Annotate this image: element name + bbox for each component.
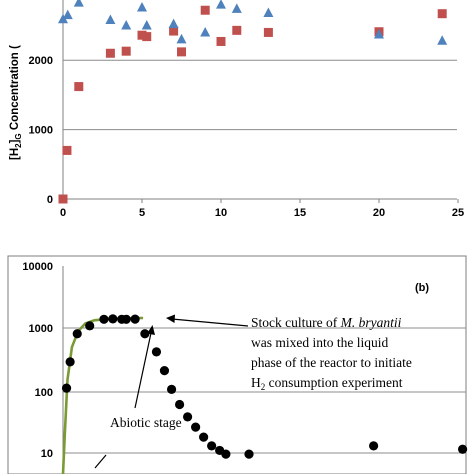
panel-b-circle-point [121,314,131,324]
panel-a-square-point [232,25,242,35]
panel-a-x-tick-label: 20 [373,207,385,219]
panel-a-triangle-point [200,26,211,37]
panel-a-y-axis-label: [H2]G Concentration ( [9,45,23,160]
panel-b-y-tick-label: 10 [41,448,53,460]
panel-a-square-point [142,32,152,42]
annotation-stock-culture-line-2: was mixed into the liquid [251,335,388,350]
panel-b-data-points [61,314,468,459]
panel-a-y-tick-label: 2000 [29,55,53,67]
panel-a-square-point [169,26,179,36]
panel-a-square-point [58,194,68,204]
panel-b-plot-border [7,255,467,474]
panel-b-circle-point [191,422,201,432]
annotation-abiotic-stage: Abiotic stage [110,415,182,430]
panel-b-circle-point [108,314,118,324]
panel-b-circle-point [85,321,95,331]
panel-a-triangle-point [216,0,226,9]
panel-b-circle-point [151,347,162,357]
panel-b-circle-point [183,412,193,422]
panel-b-circle-point [72,329,82,339]
panel-a-x-tick-label: 0 [60,207,66,219]
panel-b-model-curve [61,316,144,474]
annotation-arrow-lower [94,454,107,469]
panel-a-triangle-point [231,3,242,13]
panel-a-tick-labels: 0 1000 2000 0 5 10 15 20 25 [29,55,465,219]
panel-b-y-tick-label: 100 [35,387,53,399]
panel-a-x-tick-label: 5 [139,207,145,219]
panel-a-x-tick-label: 10 [215,207,227,219]
panel-b-circle-point [140,329,150,339]
panel-b-circle-point [244,449,254,459]
panel-a-x-tick-label: 15 [294,207,306,219]
panel-a-square-point [62,145,72,155]
panel-b-tick-labels: 10 100 1000 10000 [22,261,53,460]
panel-a-data-points [58,0,448,204]
annotation-stock-culture-line-4: H2 consumption experiment [251,375,403,392]
panel-a-triangle-point [141,20,152,30]
panel-a-square-point [105,48,115,58]
panel-a-square-point [263,27,273,37]
annotation-arrow-abiotic-stage [134,325,155,409]
panel-b-circle-point [221,449,231,459]
panel-b-circle-point [99,314,109,324]
panel-a-y-tick-label: 1000 [29,125,53,137]
panel-a-square-point [74,82,84,92]
panel-a-triangle-point [437,35,448,45]
panel-b-circle-point [207,441,217,451]
annotation-stock-culture-line-1: Stock culture of M. bryantii [251,315,402,330]
panel-b-circle-point [65,357,75,367]
panel-a-square-point [177,47,186,57]
panel-b-chart: 10 100 1000 10000 (b) Stock culture of M. b… [7,255,468,474]
panel-a-square-point [121,46,131,56]
panel-b-circle-point [130,314,140,324]
panel-b-circle-point [458,444,468,454]
panel-a-triangle-point [105,14,116,24]
panel-b-gridlines [63,327,466,454]
panel-a-square-point [137,30,147,40]
panel-a-square-point [216,36,226,46]
panel-b-circle-point [369,441,379,451]
panel-b-circle-point [166,384,177,394]
panel-b-label: (b) [415,282,429,294]
panel-a-triangle-point [168,18,179,29]
panel-a-triangle-point [121,20,132,30]
panel-b-circle-point [174,399,185,410]
panel-a-triangle-point [62,9,73,20]
panel-b-circle-point [159,366,170,376]
panel-a-chart: 0 1000 2000 0 5 10 15 20 25 [H2]G Concentration … [9,0,464,219]
annotation-stock-culture-line-3: phase of the reactor to initiate [251,355,412,370]
panel-a-triangle-point [137,1,147,12]
panel-b-circle-point [199,432,209,442]
panel-a-triangle-point [176,33,187,44]
panel-a-gridlines [63,59,457,131]
panel-a-triangle-point [73,0,84,7]
panel-b-circle-point [61,383,72,393]
annotation-arrow-stock-culture [166,314,249,327]
panel-a-triangle-point [374,29,384,39]
panel-a-square-point [200,5,210,15]
panel-a-x-tick-label: 25 [452,207,464,219]
panel-a-y-tick-label: 0 [47,194,53,206]
panel-a-triangle-point [58,13,68,24]
panel-a-square-point [437,9,447,19]
panel-a-triangle-point [263,7,274,18]
panel-b-y-tick-label: 10000 [22,261,53,273]
panel-b-y-tick-label: 1000 [29,323,53,335]
